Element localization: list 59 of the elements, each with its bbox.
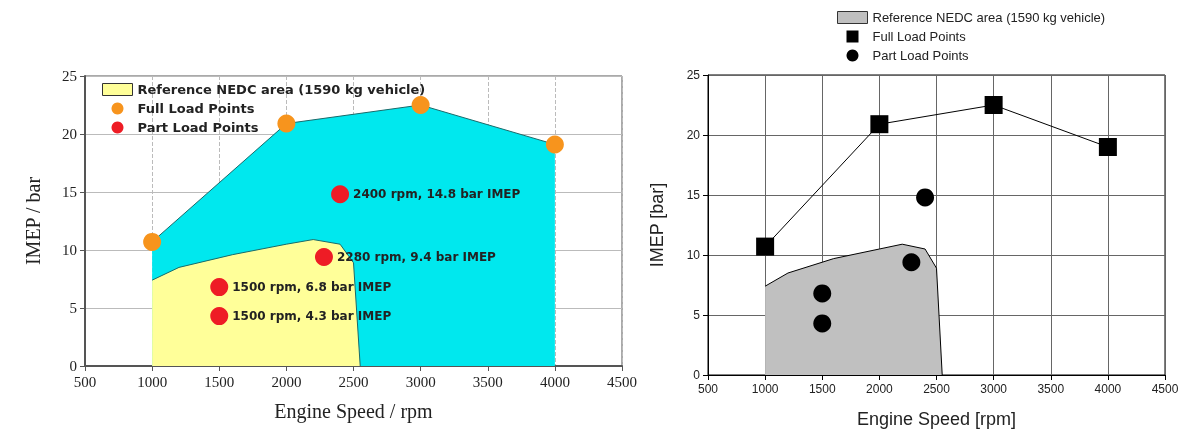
x-tick-label: 500	[697, 382, 719, 396]
annotation: 1500 rpm, 6.8 bar IMEP	[232, 280, 392, 295]
x-tick-label: 1000	[751, 382, 779, 396]
point	[756, 237, 775, 256]
y-tick-label: 25	[62, 68, 77, 84]
point	[813, 314, 832, 333]
y-tick-label: 10	[686, 248, 701, 262]
point	[1098, 138, 1117, 156]
y-tick-label: 20	[686, 128, 701, 142]
point	[143, 232, 162, 251]
legend-label: Reference NEDC area (1590 kg vehicle)	[137, 82, 426, 97]
legend-label: Part Load Points	[137, 120, 259, 135]
y-tick-label: 15	[62, 184, 77, 200]
y-tick-label: 10	[62, 242, 77, 258]
y-tick-label: 20	[62, 126, 77, 142]
y-tick-label: 5	[69, 300, 77, 316]
legend-label: Full Load Points	[137, 101, 255, 116]
y-tick-label: 0	[693, 368, 701, 382]
legend-label: Reference NEDC area (1590 kg vehicle)	[872, 10, 1106, 25]
point	[210, 307, 229, 326]
point	[902, 253, 921, 272]
y-axis-title: IMEP / bar	[22, 176, 44, 266]
x-tick-label: 3000	[980, 382, 1008, 396]
x-tick-label: 4500	[1151, 382, 1179, 396]
point	[916, 188, 935, 207]
x-tick-label: 2500	[923, 382, 951, 396]
x-tick-label: 2000	[271, 373, 302, 390]
x-tick-label: 2000	[866, 382, 894, 396]
y-axis-title: IMEP [bar]	[647, 182, 667, 268]
point	[331, 185, 350, 204]
x-tick-label: 3500	[472, 373, 503, 390]
x-tick-label: 1000	[137, 373, 168, 390]
x-axis-title: Engine Speed [rpm]	[856, 409, 1017, 429]
x-tick-label: 500	[73, 373, 97, 390]
point	[813, 284, 832, 303]
legend-label: Full Load Points	[872, 29, 967, 44]
y-tick-label: 25	[686, 68, 701, 82]
x-tick-label: 1500	[204, 373, 235, 390]
point	[210, 278, 229, 297]
x-tick-label: 4000	[539, 373, 570, 390]
legend-label: Part Load Points	[872, 48, 970, 63]
x-tick-label: 3500	[1037, 382, 1065, 396]
point	[870, 115, 889, 134]
point	[545, 135, 564, 154]
x-tick-label: 4500	[607, 373, 637, 390]
annotation: 1500 rpm, 4.3 bar IMEP	[232, 309, 392, 324]
x-tick-label: 2500	[338, 373, 369, 390]
x-tick-label: 4000	[1094, 382, 1122, 396]
point	[314, 247, 333, 266]
y-tick-label: 0	[69, 358, 77, 374]
y-tick-label: 5	[693, 308, 701, 322]
point	[984, 96, 1003, 114]
x-tick-label: 3000	[405, 373, 436, 390]
point	[277, 114, 296, 133]
x-tick-label: 1500	[808, 382, 836, 396]
y-tick-label: 15	[686, 188, 701, 202]
point	[411, 96, 430, 114]
annotation: 2400 rpm, 14.8 bar IMEP	[353, 187, 521, 202]
x-axis-title: Engine Speed / rpm	[274, 400, 434, 423]
